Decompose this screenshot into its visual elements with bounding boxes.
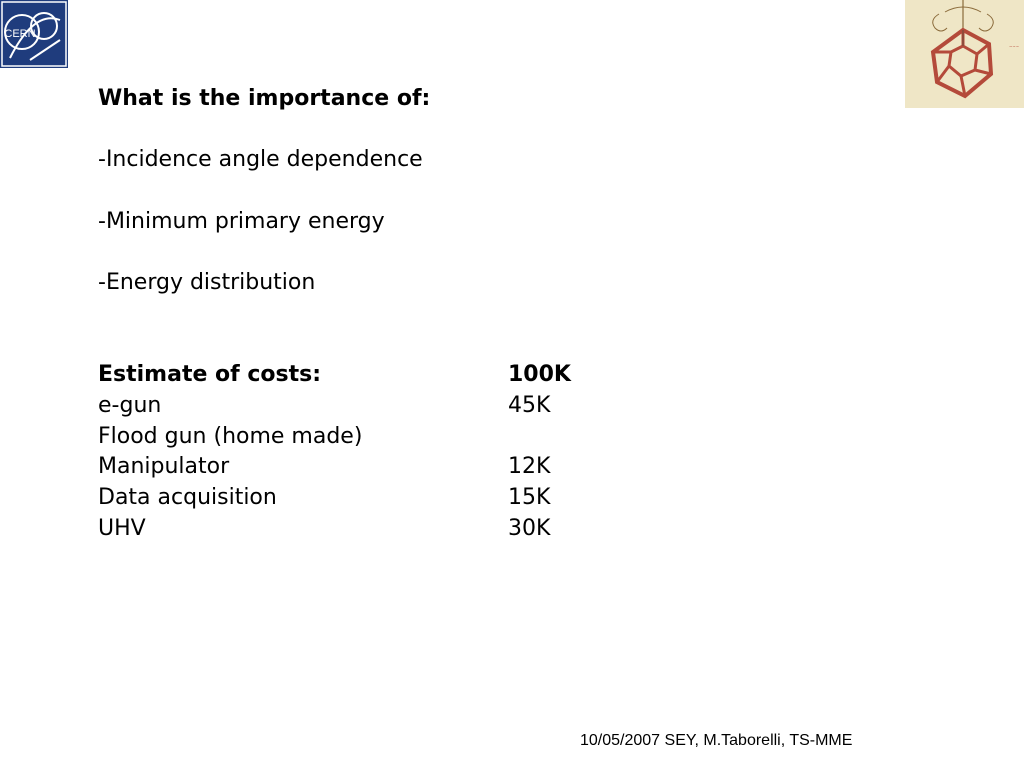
dodecahedron-icon: ~~~ (905, 0, 1024, 108)
costs-heading: Estimate of costs: (98, 362, 322, 387)
cost-value: 45K (508, 392, 551, 418)
cern-logo: CERN (0, 0, 68, 68)
table-row: Manipulator 12K (98, 452, 698, 483)
cost-value: 12K (508, 454, 551, 480)
cost-item: Manipulator (98, 454, 230, 480)
importance-section: What is the importance of: -Incidence an… (98, 84, 798, 299)
importance-item: -Energy distribution (98, 270, 316, 296)
costs-total: 100K (508, 362, 571, 387)
footer-text: 10/05/2007 SEY, M.Taborelli, TS-MME (580, 732, 853, 749)
cost-item: UHV (98, 515, 146, 541)
table-row: e-gun 45K (98, 391, 698, 422)
cost-item: e-gun (98, 392, 162, 418)
svg-text:~~~: ~~~ (1009, 44, 1019, 49)
importance-item: -Incidence angle dependence (98, 147, 423, 173)
costs-header-row: Estimate of costs: 100K (98, 360, 698, 391)
table-row: UHV 30K (98, 514, 698, 545)
costs-table: Estimate of costs: 100K e-gun 45K Flood … (98, 360, 698, 545)
dodecahedron-illustration: ~~~ (905, 0, 1024, 108)
importance-item: -Minimum primary energy (98, 208, 385, 234)
table-row: Flood gun (home made) (98, 422, 698, 453)
table-row: Data acquisition 15K (98, 483, 698, 514)
cost-item: Data acquisition (98, 485, 277, 511)
cost-value: 30K (508, 515, 551, 541)
cern-logo-icon: CERN (0, 0, 68, 68)
cost-value: 15K (508, 485, 551, 511)
importance-heading: What is the importance of: (98, 86, 431, 111)
logo-text: CERN (4, 28, 35, 40)
cost-item: Flood gun (home made) (98, 423, 363, 449)
